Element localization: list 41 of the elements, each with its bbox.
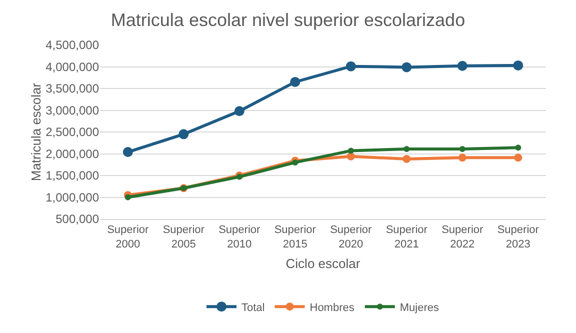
point [290,76,300,87]
x-tick-label: Superior 2022 [442,224,484,250]
x-tick-label: Superior 2010 [218,224,261,250]
point [459,146,466,152]
y-tick-label: 3,000,000 [46,103,100,118]
y-axis-title: Matricula escolar [28,82,44,182]
y-tick-label: 1,500,000 [46,168,100,183]
point [348,148,354,154]
point [122,147,133,158]
point [457,60,468,71]
point [515,144,522,151]
point [402,154,411,163]
legend-label: Hombres [310,302,355,314]
point [404,146,410,152]
point [402,62,412,72]
x-tick-label: Superior 2015 [274,224,316,250]
point [514,154,522,162]
y-tick-label: 2,500,000 [46,125,100,140]
point [124,194,131,200]
point [513,60,524,70]
y-tick-label: 500,000 [56,212,100,226]
x-axis-title: Ciclo escolar [286,256,361,271]
y-tick-label: 4,500,000 [46,38,100,52]
y-tick-label: 2,000,000 [46,146,100,161]
x-tick-label: Superior 2021 [386,224,428,250]
x-tick-label: Superior 2000 [107,224,150,250]
x-tick-label: Superior 2023 [497,224,540,250]
x-tick-label: Superior 2020 [330,224,372,250]
y-tick-label: 3,500,000 [46,82,100,96]
x-tick-label: Superior 2005 [162,224,205,250]
y-tick-label: 4,000,000 [46,60,100,74]
point [292,159,298,166]
point [234,106,244,116]
y-tick-label: 1,000,000 [46,190,100,204]
point [458,154,466,162]
point [178,129,189,140]
point [346,61,356,72]
legend-label: Total [242,302,265,314]
legend-label: Mujeres [400,302,440,314]
point [346,152,355,160]
chart-title: Matricula escolar nivel superior escolarizado [110,10,466,30]
